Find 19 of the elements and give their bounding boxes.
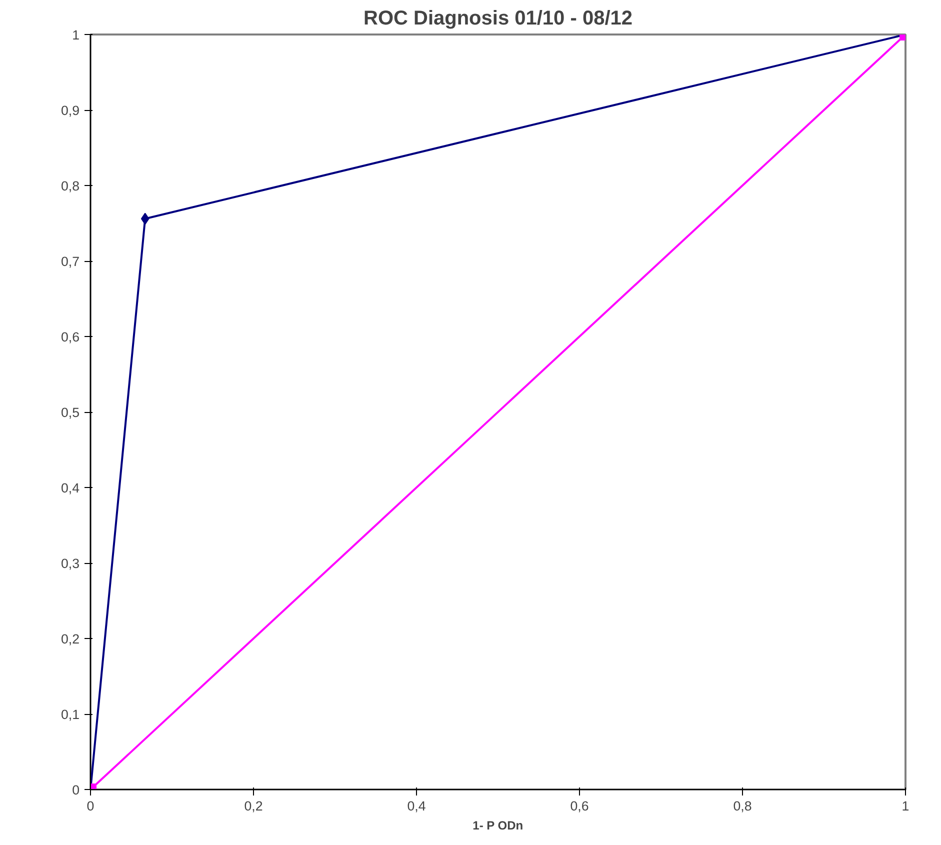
y-tick-label: 0,7 (60, 254, 80, 269)
x-tick-label: 0 (86, 798, 94, 814)
y-tick-label: 0,5 (60, 405, 80, 420)
y-tick-label: 0,8 (60, 178, 80, 194)
x-tick-label: 0,8 (733, 798, 752, 814)
x-tick-label: 0,2 (244, 798, 263, 814)
y-tick-label: 0,4 (60, 480, 80, 496)
y-tick-label: 0,2 (60, 632, 80, 646)
y-tick-label: 0 (72, 782, 80, 798)
x-axis-title: 1- P ODn (472, 818, 524, 832)
y-tick-label: 0,1 (60, 707, 80, 722)
chart-title: ROC Diagnosis 01/10 - 08/12 (364, 8, 633, 30)
x-tick-label: 1 (902, 798, 910, 814)
y-tick-label: 0,3 (60, 556, 80, 571)
y-tick-label: 0,6 (60, 330, 80, 344)
x-tick-label: 0,4 (407, 798, 426, 814)
y-tick-label: 1 (72, 28, 80, 42)
y-tick-label: 0,9 (60, 103, 80, 118)
x-tick-label: 0,6 (570, 798, 589, 814)
